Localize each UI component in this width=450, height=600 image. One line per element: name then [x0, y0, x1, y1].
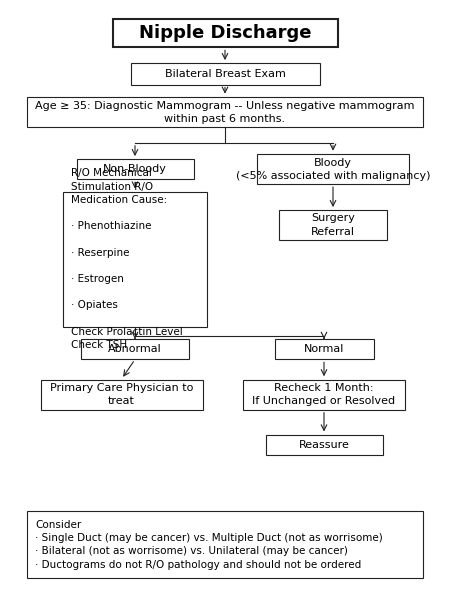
Text: R/O Mechanical
Stimulation R/O
Medication Cause:

· Phenothiazine

· Reserpine

: R/O Mechanical Stimulation R/O Medicatio… [71, 169, 183, 350]
FancyBboxPatch shape [243, 380, 405, 410]
Text: Primary Care Physician to
treat: Primary Care Physician to treat [50, 383, 193, 406]
FancyBboxPatch shape [63, 191, 207, 326]
Text: Normal: Normal [304, 344, 344, 354]
Text: Nipple Discharge: Nipple Discharge [139, 24, 311, 42]
Text: Recheck 1 Month:
If Unchanged or Resolved: Recheck 1 Month: If Unchanged or Resolve… [252, 383, 396, 406]
FancyBboxPatch shape [27, 511, 423, 578]
FancyBboxPatch shape [274, 339, 374, 359]
FancyBboxPatch shape [256, 154, 410, 184]
Text: Bilateral Breast Exam: Bilateral Breast Exam [165, 69, 285, 79]
Text: Consider
· Single Duct (may be cancer) vs. Multiple Duct (not as worrisome)
· Bi: Consider · Single Duct (may be cancer) v… [35, 520, 383, 569]
FancyBboxPatch shape [266, 435, 382, 455]
Text: Bloody
(<5% associated with malignancy): Bloody (<5% associated with malignancy) [236, 158, 430, 181]
FancyBboxPatch shape [40, 380, 202, 410]
FancyBboxPatch shape [81, 339, 189, 359]
Text: Abnormal: Abnormal [108, 344, 162, 354]
FancyBboxPatch shape [130, 63, 320, 85]
Text: Surgery
Referral: Surgery Referral [311, 214, 355, 236]
Text: Non-Bloody: Non-Bloody [103, 164, 167, 174]
Text: Reassure: Reassure [298, 440, 350, 450]
Text: Age ≥ 35: Diagnostic Mammogram -- Unless negative mammogram
within past 6 months: Age ≥ 35: Diagnostic Mammogram -- Unless… [35, 101, 415, 124]
FancyBboxPatch shape [112, 19, 338, 47]
FancyBboxPatch shape [279, 210, 387, 240]
FancyBboxPatch shape [27, 97, 423, 127]
FancyBboxPatch shape [76, 159, 194, 179]
